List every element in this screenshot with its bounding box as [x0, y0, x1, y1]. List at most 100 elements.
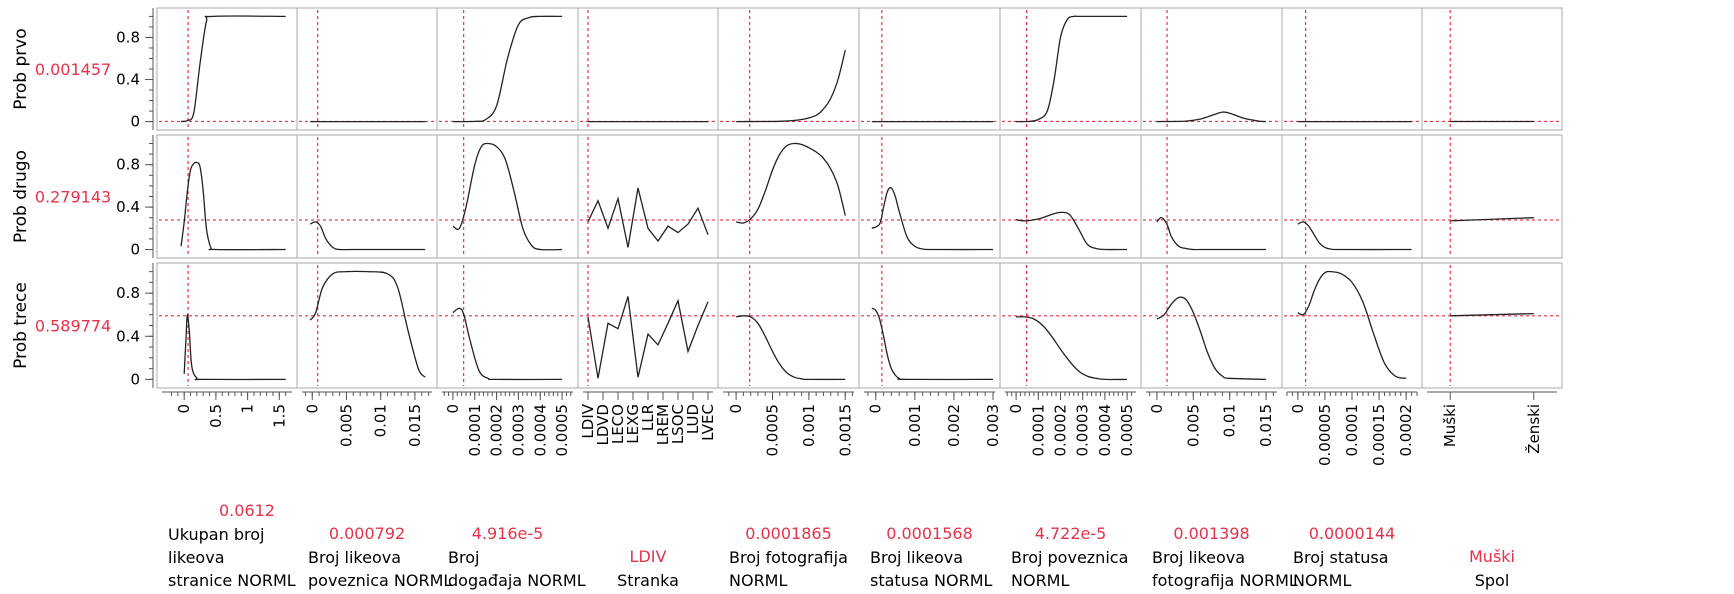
profile-panel: [999, 134, 1142, 259]
panel-frame: [999, 7, 1142, 131]
profile-curve: [871, 307, 994, 381]
x-tick-label: 0: [1148, 404, 1166, 414]
x-tick-label: 0.015: [1257, 404, 1275, 447]
panel-frame: [858, 134, 1001, 259]
profile-curve: [736, 49, 846, 123]
factor-name: poveznica NORML: [308, 571, 452, 590]
profile-panel: [1281, 262, 1423, 389]
panel-frame: [858, 262, 1001, 389]
profile-curve: [452, 142, 563, 251]
x-tick-label: 0: [1007, 404, 1025, 414]
x-tick-label: 0.0004: [1096, 404, 1114, 457]
panel-frame: [156, 134, 298, 259]
response-label: Prob prvo: [11, 28, 31, 109]
panel-frame: [1140, 7, 1283, 131]
factor-name: Broj statusa: [1293, 548, 1389, 567]
profile-panel: [436, 262, 579, 389]
panel-frame: [717, 262, 860, 389]
panel-frame: [999, 134, 1142, 259]
x-tick-label: LVEC: [699, 404, 717, 441]
profile-panel: [156, 262, 298, 389]
profile-curve: [1297, 270, 1407, 379]
panel-frame: [436, 134, 579, 259]
response-label: Prob drugo: [11, 150, 31, 243]
panel-frame: [1281, 7, 1423, 131]
x-tick-label: 1.5: [270, 404, 288, 428]
panel-frame: [1140, 134, 1283, 259]
x-tick-label: LUD: [684, 404, 702, 434]
profile-panel: [1140, 262, 1283, 389]
profile-panel: [858, 7, 1001, 131]
panel-frame: [156, 262, 298, 389]
panel-frame: [717, 7, 860, 131]
factor-name: fotografija NORML: [1152, 571, 1298, 590]
x-tick-label: 0.01: [372, 404, 390, 437]
profile-curve: [735, 315, 846, 381]
profile-curve: [1450, 312, 1534, 317]
y-tick-label: 0: [130, 113, 140, 131]
panel-frame: [296, 7, 438, 131]
profile-panel: [1421, 7, 1563, 131]
factor-current-value: 0.0001865: [745, 524, 832, 543]
panel-frame: [999, 262, 1142, 389]
x-tick-label: 0.0004: [531, 404, 549, 457]
factor-current-value: 0.001398: [1173, 524, 1249, 543]
profile-curve: [735, 142, 846, 224]
profile-panel: [1281, 7, 1423, 131]
factor-name: stranice NORML: [168, 571, 296, 590]
y-tick-label: 0.8: [116, 28, 140, 46]
x-tick-label: 1: [239, 404, 257, 414]
x-tick-label: 0.0005: [1118, 404, 1136, 457]
x-tick-label: Ženski: [1524, 404, 1543, 454]
profile-curve: [587, 296, 709, 379]
x-tick-label: 0: [727, 404, 745, 414]
profile-curve: [1156, 111, 1267, 123]
x-tick-label: 0: [867, 404, 885, 414]
y-tick-label: 0.4: [116, 71, 140, 89]
x-tick-label: LLR: [639, 404, 657, 431]
profile-panel: [577, 134, 719, 259]
factor-name: NORML: [1011, 571, 1069, 590]
y-tick-label: 0: [130, 241, 140, 259]
x-tick-label: 0: [1289, 404, 1307, 414]
factor-current-value: 4.722e-5: [1035, 524, 1107, 543]
factor-current-value: LDIV: [630, 547, 667, 566]
factor-name: Broj poveznica: [1011, 548, 1128, 567]
x-tick-label: 0.0003: [1074, 404, 1092, 457]
panel-frame: [1421, 134, 1563, 259]
x-tick-label: 0.0002: [488, 404, 506, 457]
x-tick-label: 0.005: [337, 404, 355, 447]
panel-frame: [577, 134, 719, 259]
profile-curve: [452, 15, 563, 123]
profile-curve: [1016, 211, 1128, 251]
profile-panel: [999, 7, 1142, 131]
response-value: 0.001457: [35, 60, 111, 79]
x-tick-label: 0.01: [1221, 404, 1239, 437]
profile-curve: [1016, 15, 1128, 123]
profile-curve: [1450, 217, 1534, 222]
profile-panel: [1140, 134, 1283, 259]
profile-panel: [296, 134, 438, 259]
x-tick-label: 0.0005: [763, 404, 781, 457]
factor-current-value: 0.0001568: [886, 524, 973, 543]
factor-current-value: 0.0612: [219, 501, 275, 520]
profile-panel: [436, 134, 579, 259]
profile-curve: [1016, 316, 1128, 381]
profile-panel: [858, 262, 1001, 389]
y-tick-label: 0.4: [116, 198, 140, 216]
profile-panel: [1281, 134, 1423, 259]
x-tick-label: 0.0001: [1029, 404, 1047, 457]
factor-name: događaja NORML: [448, 571, 586, 590]
x-tick-label: LREM: [654, 404, 672, 445]
x-tick-label: 0.0005: [553, 404, 571, 457]
factor-name: Stranka: [617, 571, 679, 590]
profile-panel: [1421, 134, 1563, 259]
x-tick-label: LDVD: [594, 404, 612, 445]
panel-frame: [1281, 134, 1423, 259]
profile-panel: [436, 7, 579, 131]
profile-panel: [717, 7, 860, 131]
x-tick-label: LDIV: [579, 403, 597, 438]
factor-name: NORML: [1293, 571, 1351, 590]
factor-current-value: 0.000792: [329, 524, 405, 543]
x-tick-label: 0.00005: [1316, 404, 1334, 466]
